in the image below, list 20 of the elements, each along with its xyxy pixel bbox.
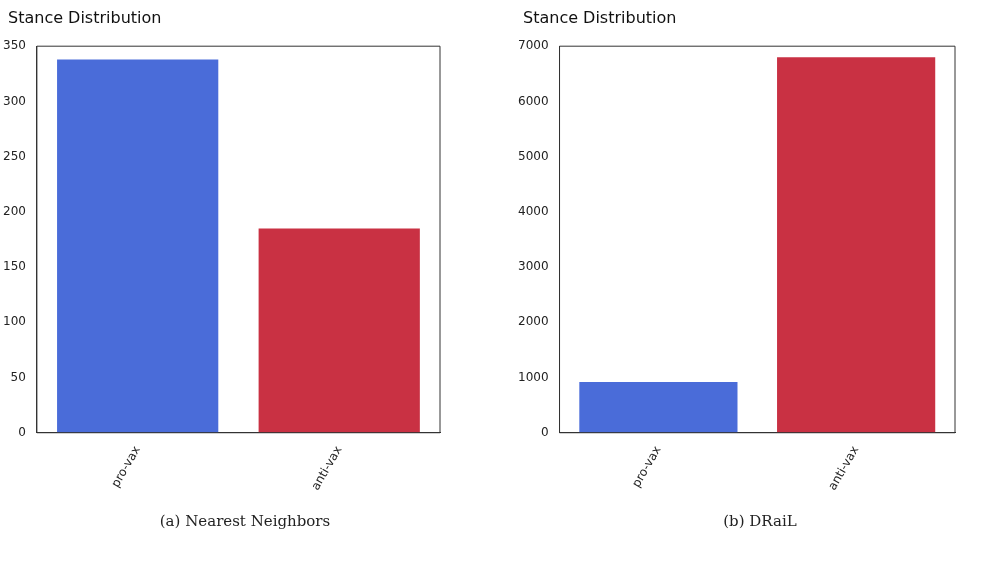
y-tick-label: 5000 [517, 148, 549, 163]
y-tick-label: 4000 [517, 203, 549, 218]
y-tick-label: 0 [540, 424, 549, 439]
y-tick-label: 0 [18, 424, 26, 439]
y-tick-label: 250 [3, 148, 26, 163]
y-tick-label: 300 [3, 93, 26, 108]
y-tick-label: 6000 [517, 93, 549, 108]
chart-title: Stance Distribution [523, 8, 677, 27]
y-tick-label: 100 [3, 314, 26, 329]
y-tick-label: 1000 [517, 369, 549, 384]
text: (b) DRaiL [722, 512, 798, 530]
chart-title: Stance Distribution [8, 8, 162, 27]
y-tick-label: 3000 [517, 259, 549, 274]
y-tick-label: 7000 [517, 38, 549, 53]
y-tick-label: 200 [3, 203, 26, 218]
text: (a) Nearest Neighbors [158, 512, 332, 530]
y-tick-label: 50 [10, 369, 26, 384]
y-tick-label: 150 [3, 259, 26, 274]
y-tick-label: 2000 [517, 314, 549, 329]
y-tick-label: 350 [3, 38, 26, 53]
